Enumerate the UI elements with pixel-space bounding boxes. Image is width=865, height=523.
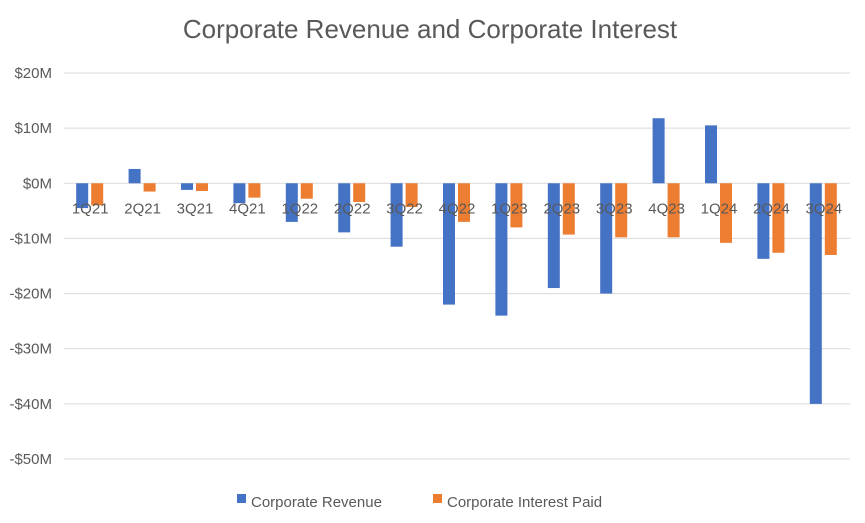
bar-corporate-revenue-1q23 — [495, 183, 508, 316]
bar-corporate-interest-paid-1q22 — [300, 183, 313, 199]
y-tick-label: -$10M — [9, 230, 52, 247]
x-category-label: 4Q22 — [439, 200, 476, 217]
bar-corporate-revenue-1q22 — [285, 183, 298, 222]
bar-corporate-revenue-2q23 — [547, 183, 560, 289]
x-category-label: 1Q24 — [701, 200, 738, 217]
bar-corporate-interest-paid-3q24 — [824, 183, 837, 255]
bar-corporate-interest-paid-3q23 — [615, 183, 628, 238]
bar-corporate-revenue-3q22 — [390, 183, 403, 247]
gridlines — [64, 72, 850, 460]
bars — [76, 118, 837, 404]
bar-corporate-revenue-3q21 — [181, 183, 193, 190]
x-category-label: 2Q23 — [543, 200, 580, 217]
bar-corporate-interest-paid-4q21 — [248, 183, 261, 198]
y-tick-label: -$50M — [9, 451, 52, 468]
x-category-label: 3Q23 — [596, 200, 633, 217]
bar-corporate-revenue-2q21 — [128, 168, 141, 184]
y-tick-label: $10M — [14, 120, 52, 137]
legend: Corporate Revenue Corporate Interest Pai… — [237, 494, 602, 511]
x-category-label: 3Q21 — [177, 200, 214, 217]
bar-corporate-revenue-1q21 — [76, 183, 89, 209]
bar-corporate-revenue-3q24 — [809, 183, 822, 404]
bar-corporate-interest-paid-3q21 — [196, 183, 208, 192]
x-category-label: 1Q22 — [281, 200, 318, 217]
y-tick-label: $20M — [14, 65, 52, 82]
x-category-label: 1Q23 — [491, 200, 528, 217]
bar-corporate-interest-paid-3q22 — [405, 183, 418, 207]
x-category-label: 2Q21 — [124, 200, 161, 217]
legend-label-corporate-revenue: Corporate Revenue — [251, 494, 382, 511]
y-tick-label: -$20M — [9, 286, 52, 303]
x-category-label: 4Q21 — [229, 200, 266, 217]
bar-corporate-interest-paid-2q22 — [353, 183, 366, 203]
bar-corporate-interest-paid-1q23 — [510, 183, 523, 228]
legend-label-corporate-interest-paid: Corporate Interest Paid — [447, 494, 602, 511]
x-category-label: 2Q24 — [753, 200, 790, 217]
bar-corporate-interest-paid-1q21 — [91, 183, 104, 206]
bar-corporate-revenue-4q23 — [652, 118, 665, 184]
bar-corporate-revenue-3q23 — [600, 183, 613, 294]
bar-corporate-revenue-4q21 — [233, 183, 246, 204]
bar-corporate-interest-paid-2q24 — [772, 183, 785, 253]
legend-swatch-corporate-revenue — [237, 494, 246, 503]
x-category-label: 3Q24 — [805, 200, 842, 217]
bar-corporate-revenue-2q22 — [338, 183, 351, 233]
y-tick-label: $0M — [23, 175, 52, 192]
bar-corporate-interest-paid-2q21 — [143, 183, 156, 192]
legend-swatch-corporate-interest-paid — [433, 494, 442, 503]
x-axis-category-labels: 1Q21 2Q21 3Q21 4Q21 1Q22 2Q22 3Q22 4Q22 1Q23 2Q23… — [72, 200, 842, 217]
x-category-label: 4Q23 — [648, 200, 685, 217]
y-axis-tick-labels: $20M $10M $0M -$10M -$20M -$30M -$40M -$50M — [9, 65, 52, 468]
y-tick-label: -$30M — [9, 341, 52, 358]
x-category-label: 2Q22 — [334, 200, 371, 217]
bar-corporate-revenue-2q24 — [757, 183, 770, 259]
bar-corporate-revenue-1q24 — [705, 125, 717, 184]
bar-corporate-interest-paid-4q22 — [458, 183, 470, 222]
bar-corporate-interest-paid-1q24 — [720, 183, 732, 243]
bar-corporate-interest-paid-2q23 — [562, 183, 575, 235]
chart-title: Corporate Revenue and Corporate Interest — [183, 14, 678, 44]
y-tick-label: -$40M — [9, 396, 52, 413]
x-category-label: 1Q21 — [72, 200, 109, 217]
x-category-label: 3Q22 — [386, 200, 423, 217]
bar-corporate-interest-paid-4q23 — [667, 183, 680, 238]
bar-corporate-revenue-4q22 — [443, 183, 455, 305]
